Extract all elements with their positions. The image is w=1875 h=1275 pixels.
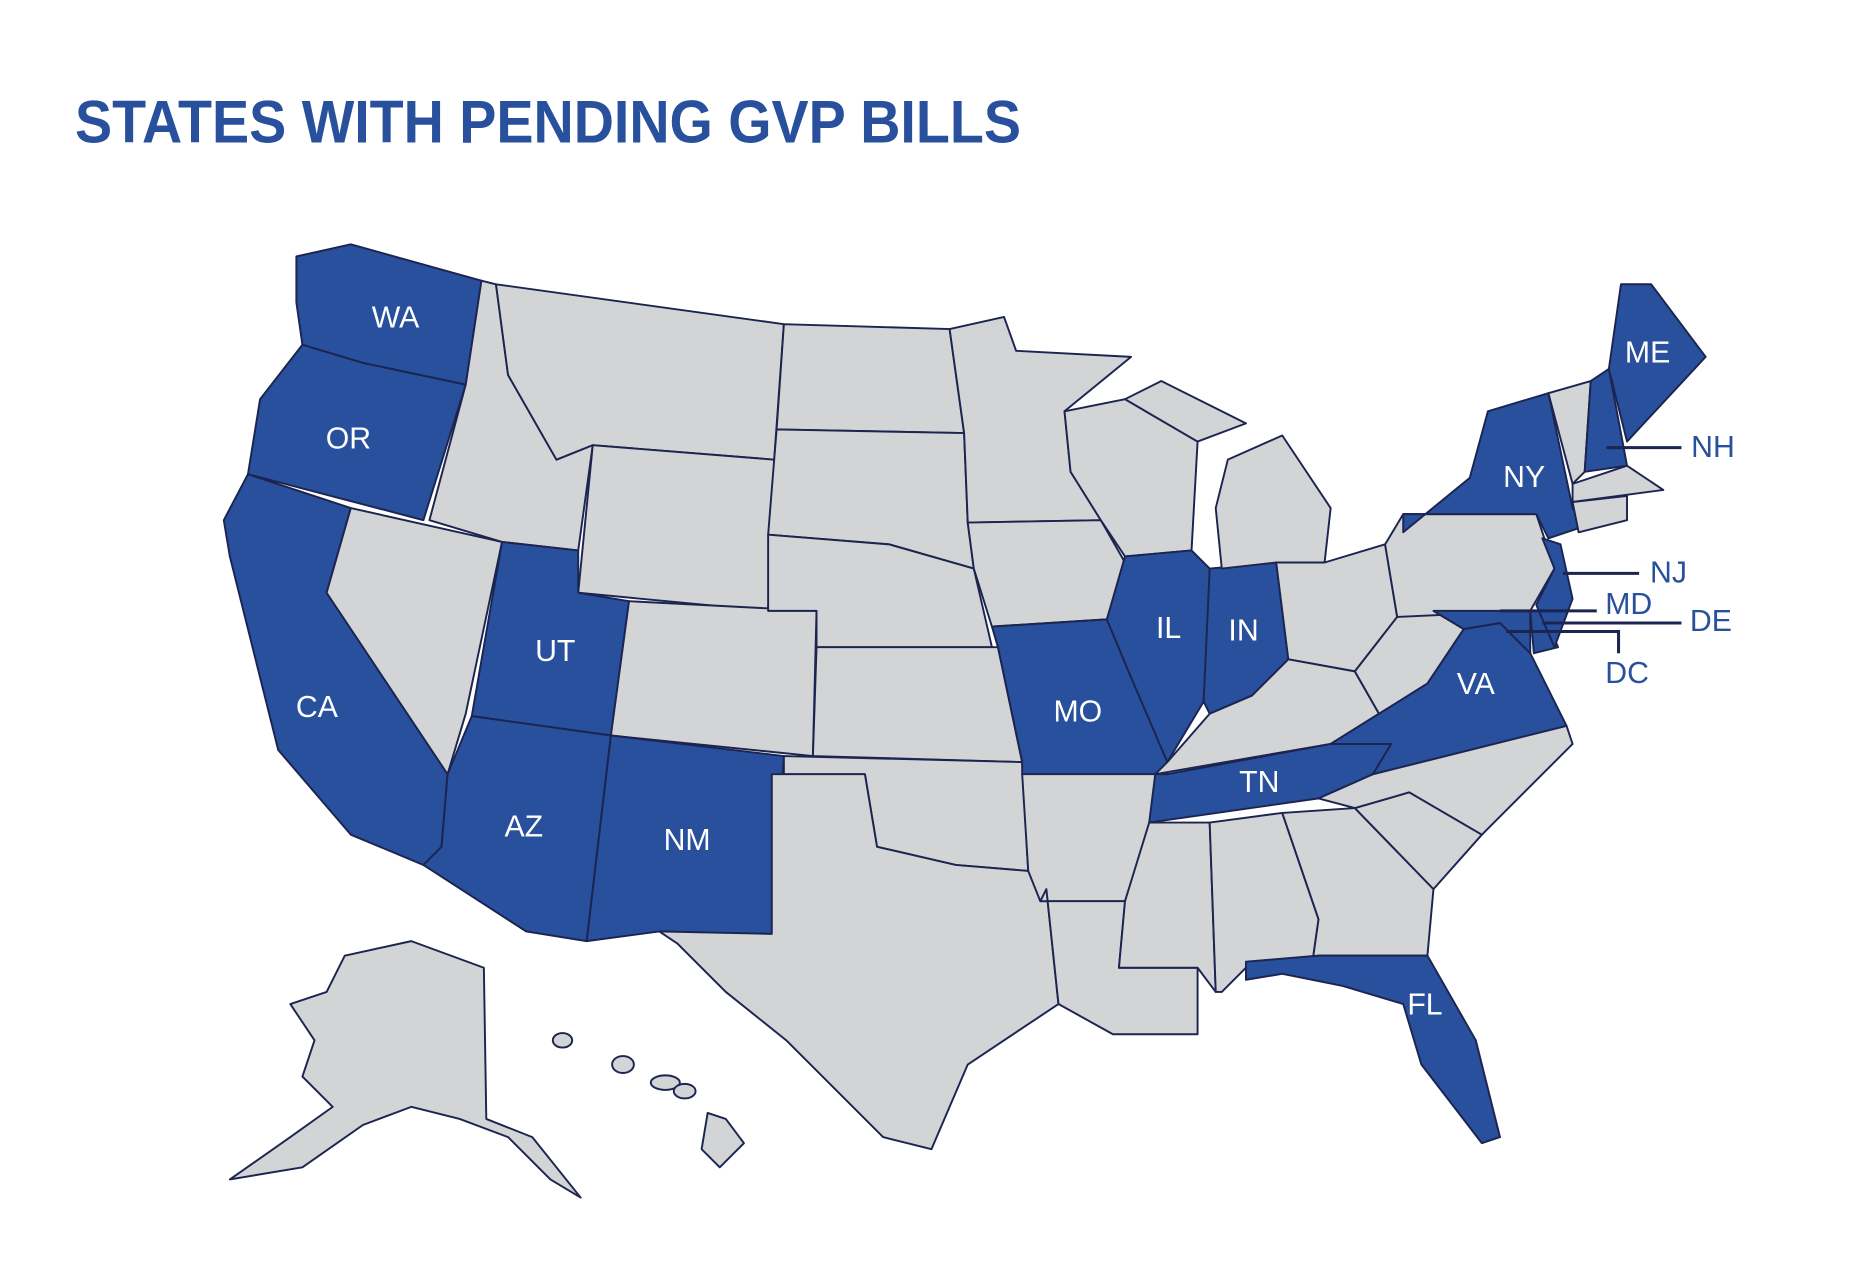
state-ia: [966, 519, 1126, 628]
state-label: DC: [1605, 657, 1649, 690]
title: STATES WITH PENDING GVP BILLS: [75, 88, 1021, 156]
state-label: MD: [1605, 588, 1652, 621]
state-nj: [1535, 537, 1574, 649]
state-label: FL: [1407, 988, 1442, 1021]
state-label: NM: [664, 824, 711, 857]
state-hi-4: [672, 1082, 697, 1100]
leader-lines: [1500, 446, 1682, 654]
state-nd: [775, 323, 966, 435]
state-mi: [1214, 434, 1332, 570]
state-or: [247, 343, 467, 522]
state-label: NJ: [1650, 557, 1687, 590]
state-label: MO: [1053, 696, 1102, 729]
state-label: UT: [535, 635, 575, 668]
state-label: VA: [1457, 668, 1496, 701]
state-label: NH: [1691, 431, 1735, 464]
state-hi-2: [611, 1055, 635, 1074]
state-label: IN: [1228, 615, 1258, 648]
state-ma: [1571, 464, 1665, 503]
state-label: AZ: [504, 811, 543, 844]
state-hi-1: [551, 1032, 574, 1049]
state-ks: [811, 646, 1024, 764]
state-label: OR: [326, 422, 371, 455]
state-co: [609, 600, 818, 758]
state-tx: [658, 773, 1060, 1151]
state-hi-3: [649, 1074, 681, 1091]
state-pa: [1384, 513, 1556, 618]
us-map: [222, 243, 1707, 1199]
state-wy: [577, 444, 776, 612]
state-me: [1607, 283, 1707, 443]
state-nc: [1317, 724, 1574, 836]
state-ak: [228, 940, 582, 1199]
state-label: CA: [296, 691, 339, 724]
state-label: IL: [1156, 612, 1181, 645]
state-labels: WA OR CA UT AZ NM MO IL IN TN FL VA NY M…: [296, 301, 1735, 1021]
state-label: DE: [1690, 605, 1732, 638]
state-mi-upper: [1124, 380, 1247, 443]
state-fl: [1245, 954, 1501, 1145]
state-label: ME: [1625, 336, 1670, 369]
state-label: WA: [372, 301, 420, 334]
state-nv: [325, 507, 503, 776]
state-label: NY: [1503, 461, 1545, 494]
leader-dc: [1506, 629, 1621, 654]
state-label: TN: [1239, 766, 1279, 799]
state-hi-5: [700, 1111, 745, 1169]
state-ct: [1571, 495, 1628, 534]
